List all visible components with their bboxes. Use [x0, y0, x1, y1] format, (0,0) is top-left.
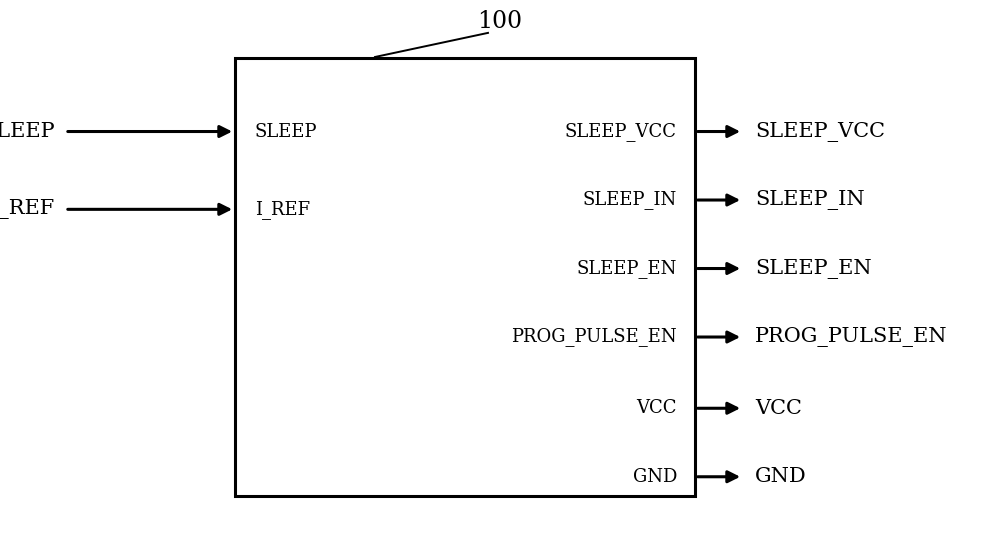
Text: 100: 100	[477, 10, 523, 33]
Text: VCC: VCC	[636, 399, 677, 417]
Text: SLEEP_EN: SLEEP_EN	[755, 259, 872, 278]
Text: VCC: VCC	[755, 399, 802, 418]
Text: I_REF: I_REF	[255, 200, 310, 219]
Text: PROG_PULSE_EN: PROG_PULSE_EN	[755, 327, 948, 347]
Text: PROG_PULSE_EN: PROG_PULSE_EN	[511, 328, 677, 346]
Text: SLEEP: SLEEP	[0, 122, 55, 141]
Text: GND: GND	[755, 467, 807, 486]
Text: SLEEP: SLEEP	[255, 123, 318, 140]
Text: SLEEP_VCC: SLEEP_VCC	[565, 122, 677, 141]
Text: SLEEP_VCC: SLEEP_VCC	[755, 122, 885, 141]
Text: SLEEP_EN: SLEEP_EN	[577, 259, 677, 278]
Text: I_REF: I_REF	[0, 199, 55, 219]
Text: SLEEP_IN: SLEEP_IN	[755, 190, 865, 210]
Bar	[235, 58, 695, 496]
Text: SLEEP_IN: SLEEP_IN	[583, 191, 677, 209]
Text: GND: GND	[633, 468, 677, 486]
